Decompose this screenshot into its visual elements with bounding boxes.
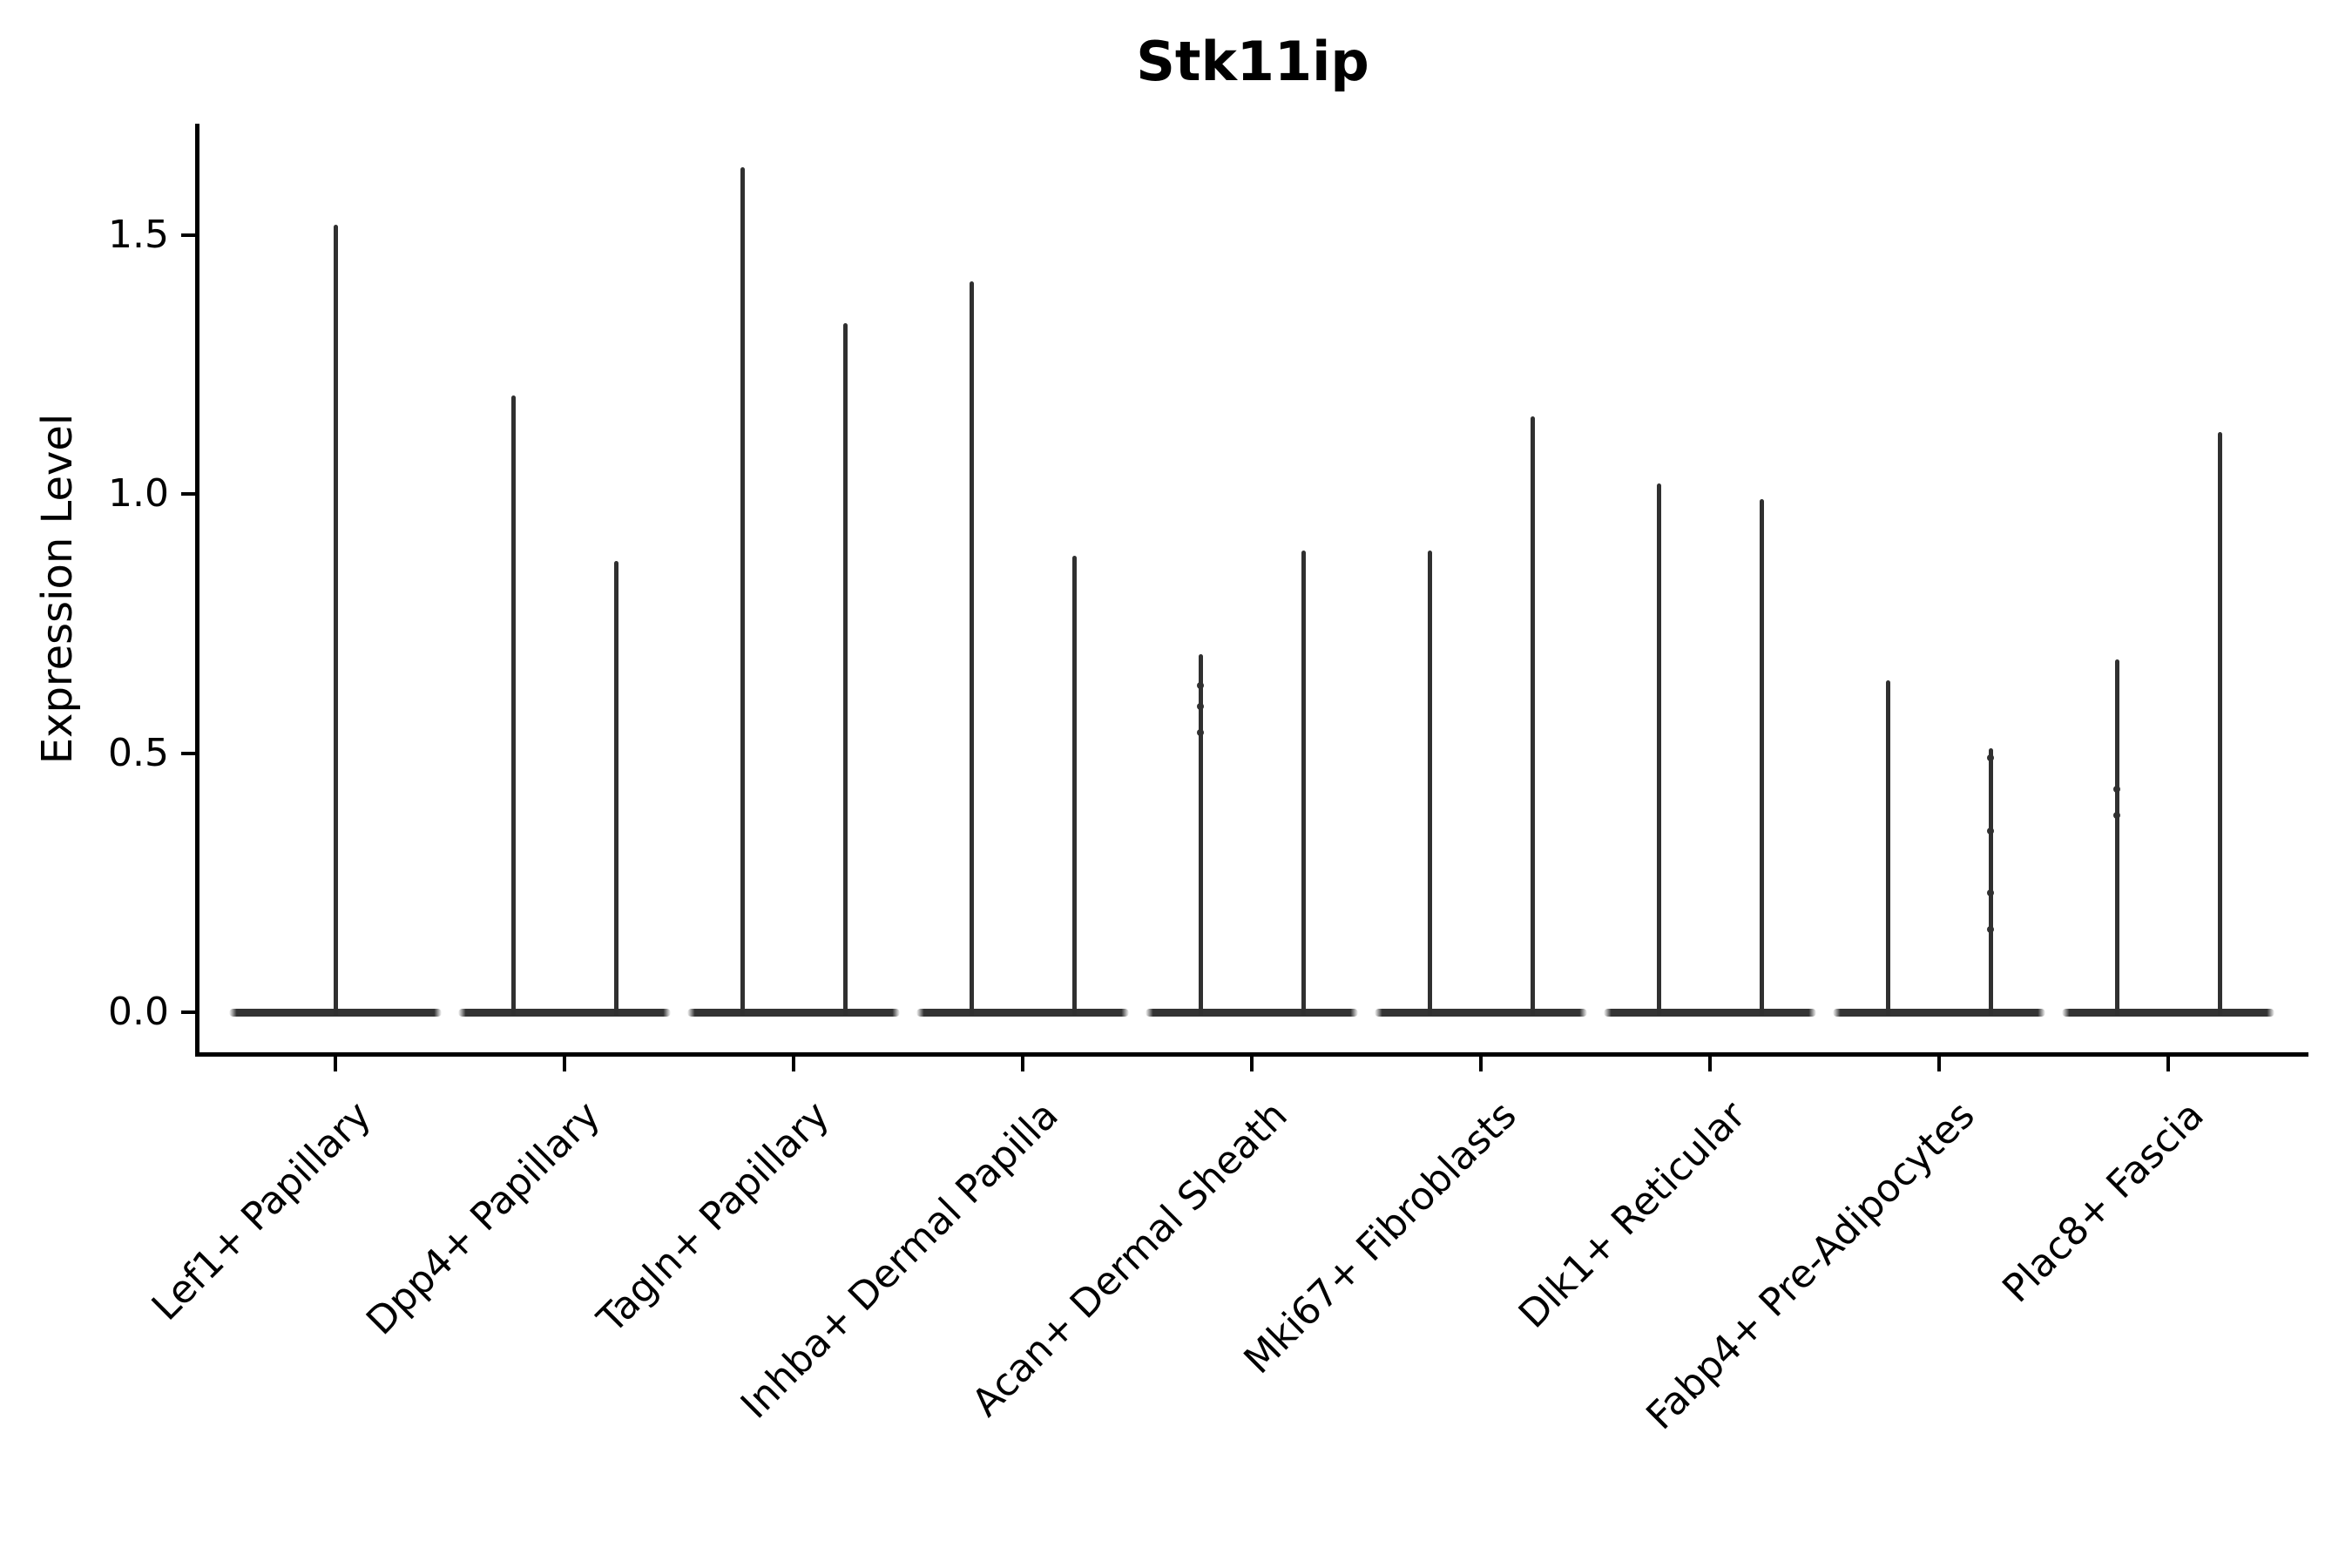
violin-spike <box>510 395 516 1016</box>
x-tick-label: Inhba+ Dermal Papilla <box>732 1092 1067 1428</box>
x-tick-mark <box>563 1056 566 1071</box>
violin-base <box>916 1008 1129 1017</box>
x-axis-spine <box>195 1052 2308 1057</box>
violin-base <box>687 1008 900 1017</box>
expression-point <box>1197 728 1204 736</box>
x-tick-label: Acan+ Dermal Sheath <box>963 1092 1296 1426</box>
x-tick-label: Mki67+ Fibroblasts <box>1235 1092 1525 1383</box>
violin-spike <box>1530 416 1535 1016</box>
expression-point <box>1197 682 1204 690</box>
x-tick-label: Plac8+ Fascia <box>1994 1092 2213 1312</box>
violin-spike <box>1885 680 1890 1016</box>
violin-spike <box>1427 551 1432 1016</box>
violin-spike <box>1071 556 1077 1016</box>
y-tick-label: 0.5 <box>108 730 169 775</box>
x-tick-mark <box>1479 1056 1483 1071</box>
violin-base <box>1604 1008 1816 1017</box>
y-tick-mark <box>181 492 195 496</box>
violin-spike <box>613 561 618 1016</box>
violin-base <box>2062 1008 2274 1017</box>
expression-point <box>1197 702 1204 710</box>
violin-spike <box>333 224 338 1016</box>
violin-spike <box>740 167 745 1016</box>
y-tick-label: 1.5 <box>108 212 169 257</box>
x-tick-mark <box>334 1056 337 1071</box>
violin-spike <box>1759 498 1764 1016</box>
expression-point <box>1987 754 1994 762</box>
expression-point <box>1987 827 1994 835</box>
violin-spike <box>969 281 974 1016</box>
x-tick-mark <box>1937 1056 1941 1071</box>
violin-spike <box>842 322 848 1016</box>
chart-title: Stk11ip <box>1136 30 1369 93</box>
violin-spike <box>1198 654 1203 1016</box>
y-tick-label: 1.0 <box>108 471 169 516</box>
y-tick-label: 0.0 <box>108 990 169 1034</box>
y-tick-mark <box>181 751 195 755</box>
y-axis-spine <box>195 124 199 1056</box>
violin-spike <box>1301 551 1306 1016</box>
expression-point <box>1987 925 1994 933</box>
violin-spike <box>1656 483 1661 1016</box>
violin-base <box>1375 1008 1587 1017</box>
x-tick-mark <box>1021 1056 1024 1071</box>
x-tick-mark <box>2166 1056 2170 1071</box>
violin-spike <box>1988 747 1993 1016</box>
x-tick-label: Dpp4+ Papillary <box>358 1092 609 1344</box>
x-tick-label: Tagln+ Papillary <box>589 1092 838 1342</box>
y-tick-mark <box>181 1010 195 1014</box>
violin-spike <box>2114 659 2119 1016</box>
violin-base <box>1833 1008 2045 1017</box>
x-tick-label: Fabp4+ Pre-Adipocytes <box>1638 1092 1984 1439</box>
violin-spike <box>2217 431 2222 1016</box>
x-tick-label: Dlk1+ Reticular <box>1510 1092 1754 1337</box>
x-tick-mark <box>1250 1056 1254 1071</box>
x-tick-mark <box>792 1056 795 1071</box>
expression-point <box>1987 889 1994 897</box>
expression-point <box>2113 811 2120 819</box>
y-tick-mark <box>181 233 195 237</box>
x-tick-mark <box>1708 1056 1712 1071</box>
violin-base <box>1146 1008 1358 1017</box>
violin-base <box>458 1008 671 1017</box>
expression-point <box>2113 786 2120 794</box>
